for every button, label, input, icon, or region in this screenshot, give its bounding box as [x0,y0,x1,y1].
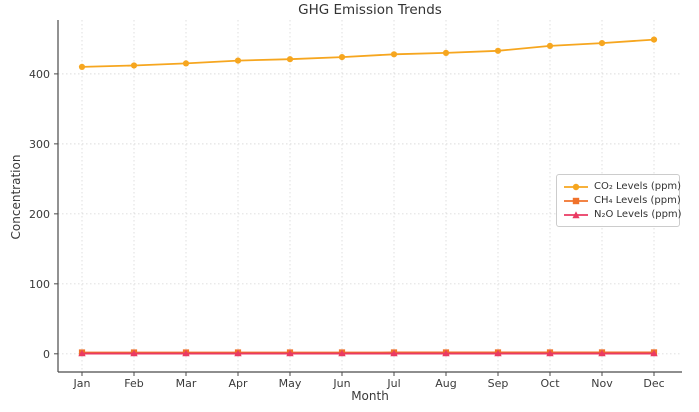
series-marker [494,47,502,54]
y-tick-label: 200 [29,208,50,221]
series-marker [338,53,346,61]
series-marker [650,36,658,43]
series-marker [286,56,294,63]
x-tick-label: Nov [591,377,613,390]
legend-item-n2o: N₂O Levels (ppm) [563,208,682,221]
series-marker [546,42,554,49]
x-tick-label: Feb [124,377,143,390]
series-marker [78,349,86,357]
x-tick-label: Jan [73,377,91,390]
x-tick-label: May [279,377,302,390]
series-marker [78,63,86,70]
x-tick-label: Jul [386,377,400,390]
legend-marker-shape [572,210,580,218]
series-marker [390,349,398,357]
legend-label: CO₂ Levels (ppm) [594,181,682,192]
x-tick-label: Oct [540,377,560,390]
series-marker [130,349,138,357]
x-axis-label: Month [351,389,389,403]
legend-item-ch4: CH₄ Levels (ppm) [563,194,681,207]
y-tick-label: 0 [43,348,50,361]
y-tick-label: 100 [29,278,50,291]
legend-item-co2: CO₂ Levels (ppm) [563,180,681,193]
series-marker [546,349,554,357]
x-tick-label: Jun [332,377,350,390]
n2o-line-marker-icon [564,210,588,218]
x-tick-label: Dec [643,377,664,390]
series-marker [442,349,450,357]
series-marker [494,349,502,357]
x-tick-label: Aug [435,377,456,390]
x-tick-label: Mar [176,377,197,390]
series-marker [442,49,450,56]
legend-marker-shape [572,183,580,190]
series-marker [650,349,658,357]
y-axis-label: Concentration [9,154,23,240]
series-marker [182,60,190,67]
y-tick-label: 300 [29,138,50,151]
series-marker [338,349,346,357]
legend: CO₂ Levels (ppm) CH₄ Levels (ppm) N₂O Le… [556,174,682,227]
series-marker [286,349,294,357]
series-marker [598,39,606,47]
series-marker [598,349,606,357]
co2-line-marker-icon [564,183,588,190]
legend-label: N₂O Levels (ppm) [594,209,682,220]
legend-marker-shape [572,197,580,204]
series-marker [234,57,242,64]
legend-label: CH₄ Levels (ppm) [594,195,681,206]
x-tick-label: Sep [488,377,509,390]
x-tick-label: Apr [228,377,248,390]
series-marker [182,349,190,357]
y-tick-label: 400 [29,68,50,81]
ch4-line-marker-icon [564,197,588,204]
chart-title: GHG Emission Trends [298,2,442,18]
series-marker [234,349,242,357]
series-line [81,38,655,68]
series-marker [390,51,398,58]
series-marker [130,62,138,69]
